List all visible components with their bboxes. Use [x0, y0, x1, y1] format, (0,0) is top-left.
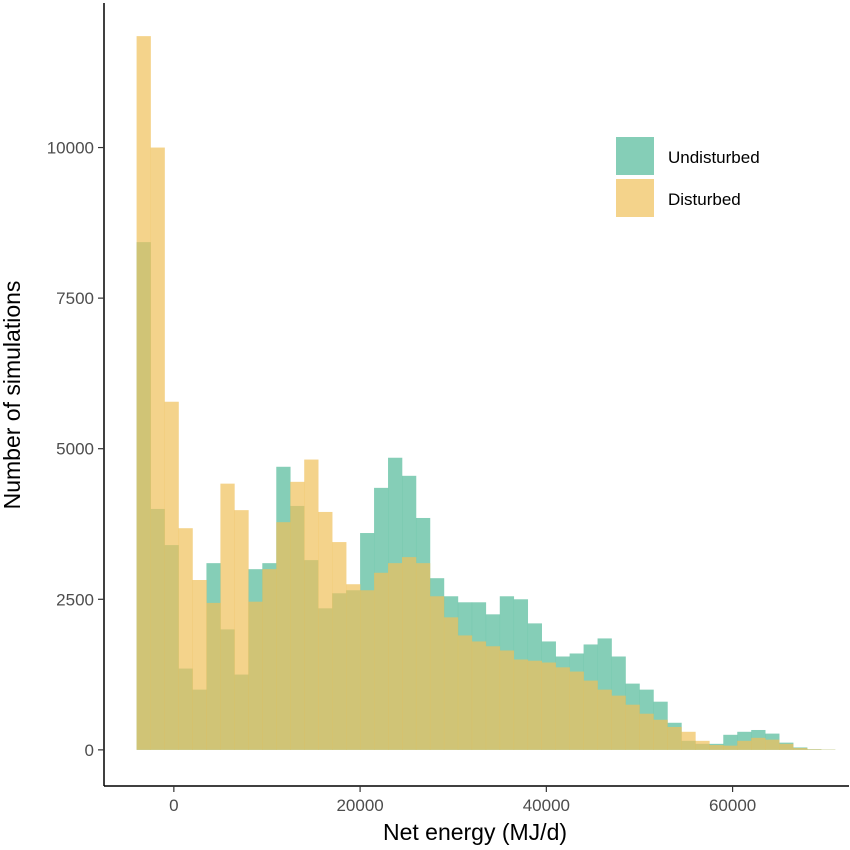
- bar-disturbed: [751, 737, 766, 750]
- bar-disturbed: [723, 745, 738, 750]
- bar-disturbed: [695, 740, 710, 750]
- legend-label-disturbed: Disturbed: [668, 190, 741, 209]
- bar-disturbed: [471, 641, 487, 750]
- bar-disturbed: [346, 584, 361, 750]
- legend-swatch-disturbed: [616, 179, 654, 217]
- bar-disturbed: [653, 719, 668, 750]
- bar-disturbed: [276, 522, 291, 750]
- bar-disturbed: [541, 662, 556, 750]
- bar-disturbed: [290, 481, 305, 750]
- y-tick-label: 10000: [47, 139, 94, 158]
- bar-disturbed: [625, 704, 640, 750]
- series-disturbed: [136, 36, 836, 750]
- bar-disturbed: [457, 635, 473, 750]
- legend-label-undisturbed: Undisturbed: [668, 148, 760, 167]
- bar-disturbed: [136, 36, 151, 750]
- y-tick-label: 0: [85, 741, 94, 760]
- y-tick-label: 7500: [56, 289, 94, 308]
- bar-disturbed: [793, 748, 808, 750]
- bars-layer: [136, 36, 836, 750]
- bar-disturbed: [402, 557, 417, 750]
- legend: Undisturbed Disturbed: [616, 137, 760, 217]
- y-axis-title: Number of simulations: [0, 281, 25, 510]
- bar-disturbed: [304, 459, 319, 750]
- legend-swatch-undisturbed: [616, 137, 654, 175]
- bar-disturbed: [443, 617, 459, 750]
- bar-disturbed: [667, 726, 682, 750]
- x-tick-label: 60000: [709, 796, 756, 815]
- bar-disturbed: [206, 602, 221, 750]
- bar-disturbed: [150, 147, 165, 750]
- y-tick-label: 5000: [56, 440, 94, 459]
- bar-disturbed: [332, 542, 347, 750]
- bar-disturbed: [555, 667, 570, 750]
- bar-disturbed: [220, 483, 235, 750]
- x-tick-label: 20000: [336, 796, 383, 815]
- bar-disturbed: [234, 510, 249, 750]
- bar-disturbed: [583, 680, 598, 750]
- bar-disturbed: [318, 511, 333, 750]
- bar-disturbed: [569, 671, 584, 750]
- x-tick-label: 40000: [523, 796, 570, 815]
- bar-disturbed: [485, 646, 501, 750]
- ticks-layer: 0 20000 40000 60000 0 2500 5000 7500 10000: [47, 139, 757, 815]
- x-tick-label: 0: [169, 796, 178, 815]
- y-tick-label: 2500: [56, 590, 94, 609]
- bar-disturbed: [527, 660, 542, 750]
- bar-disturbed: [388, 563, 403, 750]
- bar-disturbed: [611, 695, 626, 750]
- bar-disturbed: [765, 739, 780, 750]
- bar-disturbed: [429, 596, 445, 750]
- bar-disturbed: [164, 401, 179, 750]
- bar-disturbed: [374, 572, 389, 750]
- bar-disturbed: [807, 749, 822, 750]
- bar-disturbed: [737, 740, 752, 750]
- bar-disturbed: [597, 689, 612, 750]
- bar-disturbed: [415, 563, 431, 750]
- bar-disturbed: [262, 569, 277, 750]
- bar-disturbed: [178, 528, 193, 750]
- bar-disturbed: [192, 580, 207, 750]
- bar-disturbed: [513, 659, 529, 750]
- bar-disturbed: [248, 601, 263, 750]
- bar-disturbed: [499, 650, 515, 750]
- bar-disturbed: [709, 745, 724, 750]
- bar-disturbed: [639, 713, 654, 750]
- bar-disturbed: [360, 590, 375, 750]
- x-axis-title: Net energy (MJ/d): [383, 819, 567, 845]
- bar-disturbed: [779, 743, 794, 750]
- bar-disturbed: [681, 731, 696, 750]
